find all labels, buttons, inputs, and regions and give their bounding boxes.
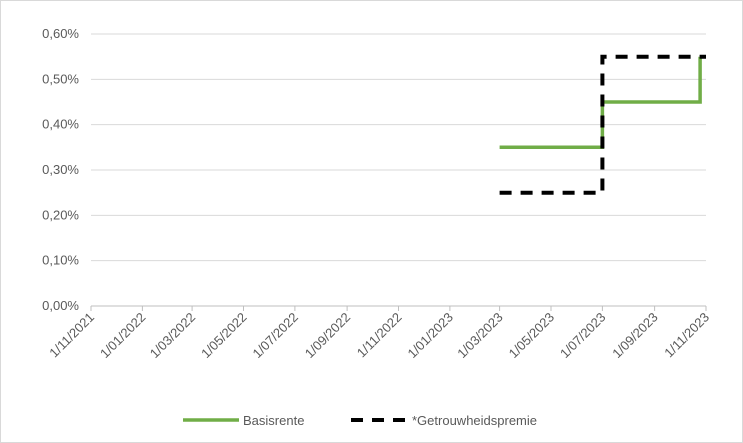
y-tick-label: 0,00% (42, 298, 79, 313)
y-axis-tick-labels: 0,00% 0,10% 0,20% 0,30% 0,40% 0,50% 0,60% (42, 26, 79, 313)
x-tick-label: 1/05/2023 (506, 310, 558, 362)
x-tick-label: 1/01/2023 (405, 310, 457, 362)
series-line-basisrente (499, 56, 702, 150)
x-tick-label: 1/03/2022 (147, 310, 199, 362)
x-tick-label: 1/01/2022 (97, 310, 149, 362)
series-line-getrouwheidspremie (499, 54, 706, 195)
x-tick-label: 1/05/2022 (198, 310, 250, 362)
x-tick-label: 1/09/2023 (609, 310, 661, 362)
y-tick-label: 0,20% (42, 207, 79, 222)
legend: Basisrente *Getrouwheidspremie (183, 413, 537, 428)
legend-label: *Getrouwheidspremie (412, 413, 537, 428)
x-tick-label: 1/11/2023 (661, 310, 712, 361)
y-tick-label: 0,30% (42, 162, 79, 177)
y-tick-label: 0,50% (42, 71, 79, 86)
y-tick-label: 0,40% (42, 117, 79, 132)
legend-label: Basisrente (243, 413, 304, 428)
series-lines (499, 54, 706, 195)
x-tick-label: 1/11/2021 (46, 310, 97, 361)
x-tick-label: 1/03/2023 (454, 310, 506, 362)
x-tick-label: 1/07/2023 (557, 310, 609, 362)
y-tick-label: 0,60% (42, 26, 79, 41)
x-tick-label: 1/07/2022 (249, 310, 301, 362)
gridlines (90, 33, 707, 311)
x-tick-label: 1/09/2022 (302, 310, 354, 362)
x-tick-label: 1/11/2022 (354, 310, 405, 361)
y-tick-label: 0,10% (42, 253, 79, 268)
